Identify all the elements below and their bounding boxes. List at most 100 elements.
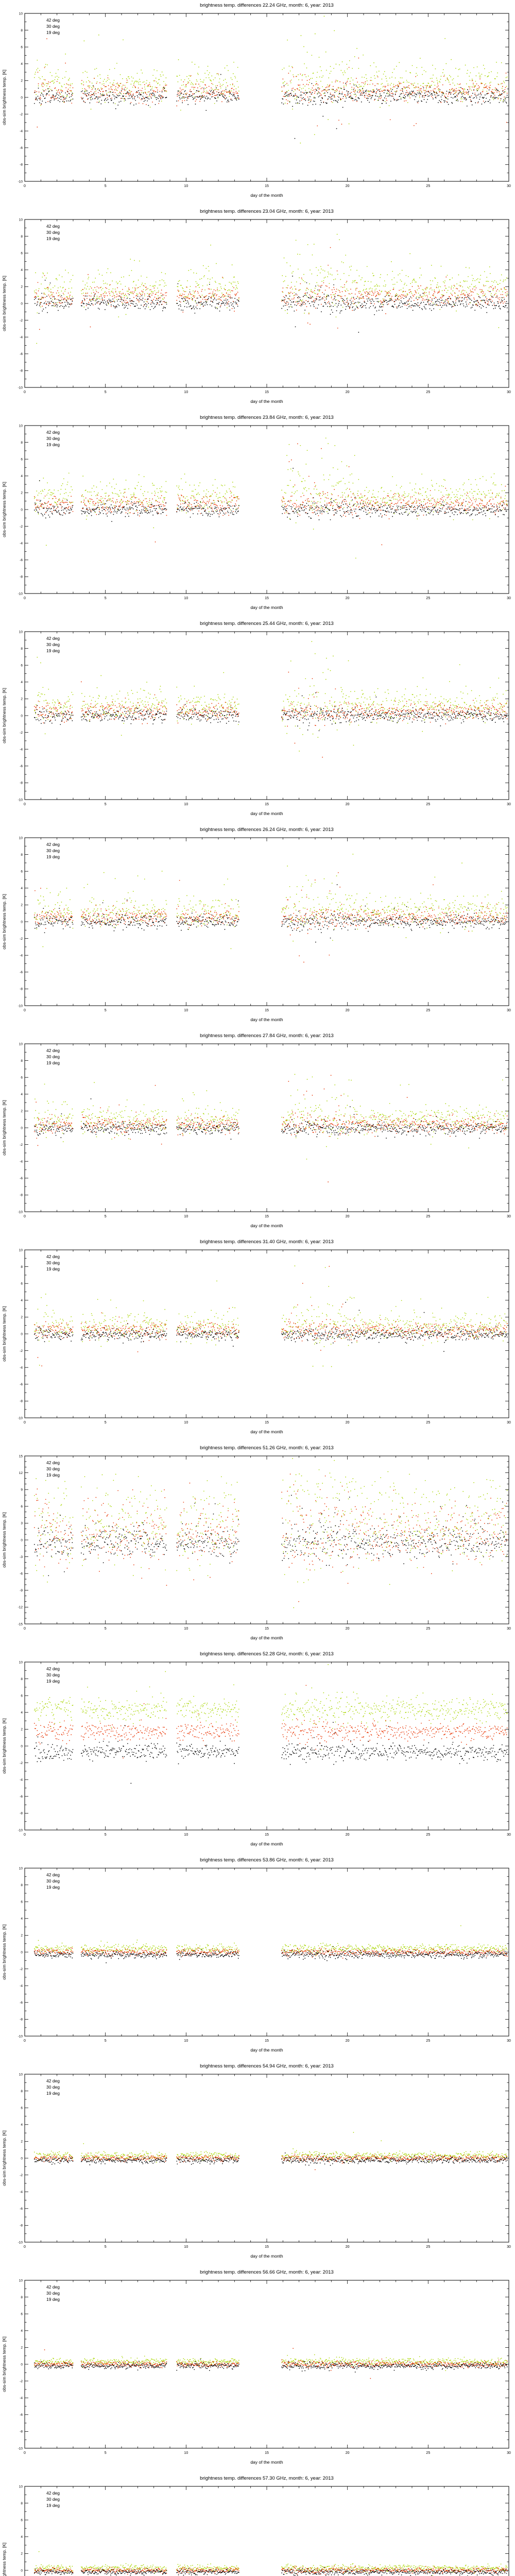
svg-text:20: 20 [346,1009,350,1012]
svg-text:10: 10 [184,1215,188,1218]
y-axis-label: obs-sim brightness temp. [K] [2,1100,7,1156]
svg-text:15: 15 [265,2245,269,2249]
svg-text:25: 25 [426,1627,430,1631]
svg-text:30: 30 [507,803,511,806]
tick-labels: 0 5 10 15 20 25 30 -10 -8 -6 -4 -2 0 2 4 6 8 10 [18,1660,511,1837]
series-42-deg [33,1301,508,1352]
svg-text:-8: -8 [20,369,23,373]
svg-text:-10: -10 [18,1004,23,1008]
axis-ticks [24,425,509,594]
y-axis-label: obs-sim brightness temp. [K] [2,2130,7,2186]
panel-title: brightness temp. differences 26.24 GHz, … [200,827,334,833]
svg-text:6: 6 [21,2107,23,2110]
svg-text:15: 15 [19,1454,23,1458]
axis-ticks [24,2074,509,2243]
svg-text:10: 10 [19,218,23,222]
plot-frame [24,1868,509,2037]
svg-text:10: 10 [184,803,188,806]
svg-text:20: 20 [346,1215,350,1218]
svg-text:4: 4 [21,268,23,272]
legend-entry-19-deg: 19 deg [46,2297,60,2302]
y-axis-label: obs-sim brightness temp. [K] [2,894,7,950]
svg-text:0: 0 [21,302,23,306]
svg-text:30: 30 [507,1833,511,1837]
legend-entry-42-deg: 42 deg [46,1254,60,1259]
plot-panel-51.26ghz: brightness temp. differences 51.26 GHz, … [0,1443,515,1649]
plot-panel-22.24ghz: brightness temp. differences 22.24 GHz, … [0,0,515,206]
series-42-deg [33,468,508,522]
series-42-deg [33,276,508,333]
svg-text:8: 8 [21,853,23,857]
svg-text:6: 6 [21,664,23,668]
legend-entry-42-deg: 42 deg [46,430,60,435]
svg-text:10: 10 [19,12,23,15]
series-42-deg [33,692,508,732]
svg-text:5: 5 [105,1009,107,1012]
tick-labels: 0 5 10 15 20 25 30 -10 -8 -6 -4 -2 0 2 4 6 8 10 [18,1042,511,1218]
svg-text:-6: -6 [20,765,23,768]
plot-panel-31.40ghz: brightness temp. differences 31.40 GHz, … [0,1236,515,1443]
svg-text:6: 6 [21,1505,23,1509]
svg-text:9: 9 [21,1488,23,1492]
legend-entry-19-deg: 19 deg [46,1885,60,1890]
panel-title: brightness temp. differences 52.28 GHz, … [200,1651,334,1657]
legend-entry-19-deg: 19 deg [46,442,60,447]
tick-labels: 0 5 10 15 20 25 30 -10 -8 -6 -4 -2 0 2 4 6 8 10 [18,2279,511,2455]
svg-text:30: 30 [507,1627,511,1631]
svg-text:25: 25 [426,2451,430,2455]
series-30-deg [33,1685,508,1759]
svg-text:4: 4 [21,681,23,684]
svg-text:0: 0 [21,508,23,512]
tick-labels: 0 5 10 15 20 25 30 -10 -8 -6 -4 -2 0 2 4 6 8 10 [18,12,511,188]
svg-text:-10: -10 [18,798,23,802]
plot-panel-56.66ghz: brightness temp. differences 56.66 GHz, … [0,2267,515,2473]
svg-text:-8: -8 [20,2224,23,2228]
y-axis-label: obs-sim brightness temp. [K] [2,276,7,331]
svg-text:-4: -4 [20,336,23,340]
svg-text:6: 6 [21,252,23,256]
legend-entry-42-deg: 42 deg [46,1872,60,1877]
svg-text:-10: -10 [18,1210,23,1214]
svg-text:10: 10 [19,630,23,634]
series-42-deg [33,2153,508,2166]
svg-text:5: 5 [105,803,107,806]
svg-text:0: 0 [24,391,26,394]
tick-labels: 0 5 10 15 20 25 30 -10 -8 -6 -4 -2 0 2 4 6 8 10 [18,424,511,600]
svg-text:0: 0 [24,2039,26,2043]
plot-panel-25.44ghz: brightness temp. differences 25.44 GHz, … [0,618,515,824]
svg-text:5: 5 [105,1627,107,1631]
svg-text:-4: -4 [20,1778,23,1782]
svg-text:-9: -9 [20,1589,23,1592]
svg-text:8: 8 [21,1059,23,1063]
x-axis-label: day of the month [250,2253,283,2259]
svg-text:0: 0 [21,2363,23,2366]
legend-entry-30-deg: 30 deg [46,1672,60,1677]
svg-text:-8: -8 [20,782,23,785]
legend-entry-30-deg: 30 deg [46,2291,60,2296]
legend-entry-42-deg: 42 deg [46,18,60,23]
legend-entry-19-deg: 19 deg [46,1060,60,1065]
svg-text:0: 0 [21,1538,23,1542]
svg-text:0: 0 [24,597,26,600]
svg-text:15: 15 [265,2451,269,2455]
series-42-deg [33,884,508,943]
svg-text:8: 8 [21,1884,23,1887]
svg-text:8: 8 [21,1677,23,1681]
svg-text:5: 5 [105,597,107,600]
svg-text:2: 2 [21,1316,23,1319]
svg-text:10: 10 [19,2279,23,2282]
svg-text:10: 10 [184,597,188,600]
svg-text:30: 30 [507,1421,511,1425]
svg-text:-10: -10 [18,592,23,596]
svg-text:10: 10 [19,1867,23,1870]
panel-title: brightness temp. differences 57.30 GHz, … [200,2476,334,2481]
legend-entry-42-deg: 42 deg [46,636,60,641]
series-19-deg [33,641,508,752]
series-30-deg [33,443,508,546]
svg-text:-2: -2 [20,1968,23,1971]
svg-text:10: 10 [19,1042,23,1046]
svg-text:30: 30 [507,597,511,600]
legend-entry-42-deg: 42 deg [46,1666,60,1671]
legend-entry-30-deg: 30 deg [46,1466,60,1471]
svg-text:-8: -8 [20,988,23,991]
